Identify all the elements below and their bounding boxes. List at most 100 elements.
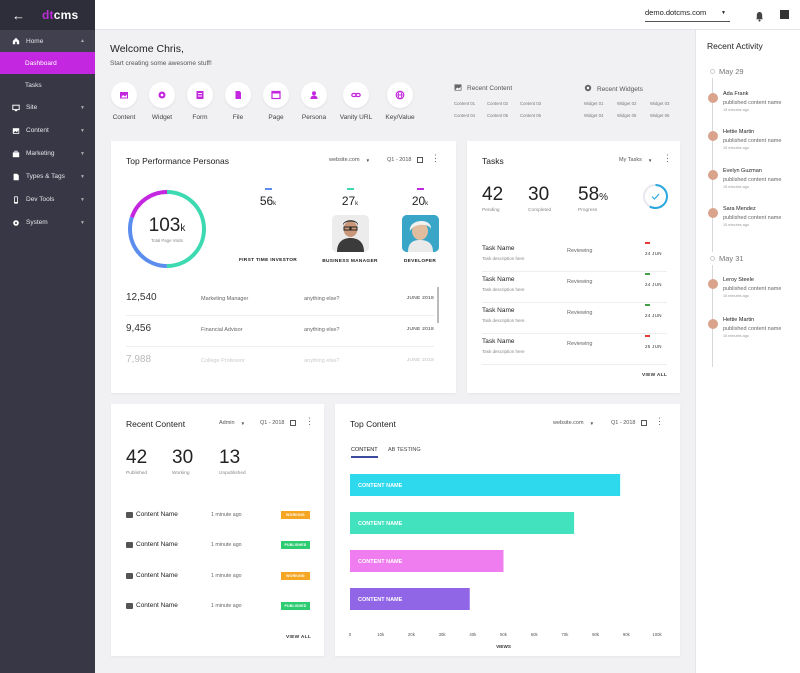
recent-widgets-mini-header[interactable]: Recent Widgets — [584, 84, 643, 94]
task-desc: Task description here — [482, 349, 525, 354]
recent-widgets-mini-item[interactable]: Widget 01 — [584, 101, 604, 106]
period-filter[interactable]: Q1 - 2018 — [611, 420, 648, 426]
recent-content-mini-item[interactable]: Content 05 — [487, 113, 509, 118]
developer-photo — [401, 215, 439, 252]
period-filter[interactable]: Q1 - 2018 — [387, 157, 424, 163]
globe-icon — [395, 90, 405, 100]
tasks-view-all-link[interactable]: VIEW ALL — [642, 373, 668, 378]
task-row[interactable]: Task Name Task description here Reviewin… — [482, 303, 667, 334]
recent-widgets-mini-item[interactable]: Widget 06 — [650, 113, 670, 118]
content-row[interactable]: Content Name 1 minute ago PUBLISHED — [126, 600, 311, 614]
recent-content-mini-item[interactable]: Content 04 — [454, 113, 476, 118]
quick-action-file[interactable]: File — [218, 82, 258, 121]
activity-item[interactable]: Hettie Martin published content name 15 … — [708, 317, 798, 341]
user-avatar[interactable] — [780, 10, 789, 19]
tab-content[interactable]: CONTENT — [351, 447, 378, 458]
x-tick-label: 90k — [623, 632, 631, 637]
recent-content-mini-header[interactable]: Recent Content — [454, 84, 512, 93]
activity-item[interactable]: Hettie Martin published content name 15 … — [708, 129, 798, 153]
activity-action: published content name — [723, 177, 782, 183]
more-icon[interactable]: ⋮ — [431, 153, 440, 163]
dotcms-logo[interactable]: dtcms — [42, 8, 79, 22]
sidebar-item-system[interactable]: System ▼ — [0, 211, 95, 234]
bar[interactable] — [350, 588, 470, 610]
x-tick-label: 80k — [592, 632, 600, 637]
bar[interactable] — [350, 550, 504, 572]
recent-content-mini-item[interactable]: Content 06 — [520, 113, 542, 118]
more-icon[interactable]: ⋮ — [655, 416, 664, 426]
sidebar-item-marketing[interactable]: Marketing ▼ — [0, 142, 95, 165]
table-row[interactable]: 7,988 College Professor anything else? J… — [126, 348, 434, 370]
sidebar-item-types-tags[interactable]: Types & Tags ▼ — [0, 165, 95, 188]
stat-pending: 42 Pending — [482, 184, 503, 213]
sidebar-item-site[interactable]: Site ▼ — [0, 96, 95, 119]
site-filter[interactable]: website.com ▼ — [553, 420, 594, 426]
quick-action-widget[interactable]: Widget — [142, 82, 182, 121]
user-filter[interactable]: Admin ▼ — [219, 420, 245, 426]
content-row[interactable]: Content Name 1 minute ago WORKING — [126, 570, 311, 584]
bar[interactable] — [350, 512, 575, 534]
recent-content-mini-item[interactable]: Content 03 — [520, 101, 542, 106]
recent-content-mini-item[interactable]: Content 01 — [454, 101, 476, 106]
task-row[interactable]: Task Name Task description here Reviewin… — [482, 241, 667, 272]
recent-widgets-mini-item[interactable]: Widget 03 — [650, 101, 670, 106]
arrow-left-icon[interactable]: ← — [12, 7, 25, 23]
site-filter[interactable]: website.com ▼ — [329, 157, 370, 163]
activity-item[interactable]: Sara Mendez published content name 15 mi… — [708, 206, 798, 230]
x-tick-label: 20k — [408, 632, 416, 637]
period-filter[interactable]: Q1 - 2018 — [260, 420, 297, 426]
quick-action-page[interactable]: Page — [256, 82, 296, 121]
more-icon[interactable]: ⋮ — [305, 416, 314, 426]
quick-action-circle — [301, 82, 327, 108]
stat-label: Working — [172, 471, 190, 476]
tasks-filter[interactable]: My Tasks ▼ — [619, 157, 652, 163]
chevron-up-icon: ▲ — [80, 38, 85, 44]
task-name: Task Name — [482, 245, 515, 252]
sidebar-item-tasks[interactable]: Tasks — [25, 81, 42, 89]
persona-business-manager[interactable]: 27k BUSINESS MANAGER — [315, 188, 385, 264]
recent-widgets-mini-item[interactable]: Widget 02 — [617, 101, 637, 106]
task-status: Reviewing — [567, 310, 593, 316]
task-row[interactable]: Task Name Task description here Reviewin… — [482, 272, 667, 303]
recent-widgets-mini-item[interactable]: Widget 04 — [584, 113, 604, 118]
persona-first-time-investor[interactable]: 56k FIRST TIME INVESTOR — [233, 188, 303, 263]
sidebar-item-home[interactable]: Home ▲ — [0, 30, 95, 52]
task-row[interactable]: Task Name Task description here Reviewin… — [482, 334, 667, 365]
tab-ab-testing[interactable]: AB TESTING — [388, 447, 421, 453]
content-time: 1 minute ago — [211, 603, 242, 609]
quick-action-key-value[interactable]: Key/Value — [380, 82, 420, 121]
more-icon[interactable]: ⋮ — [663, 153, 672, 163]
scrollbar[interactable] — [437, 287, 439, 323]
quick-action-label: Content — [112, 114, 136, 121]
status-badge: PUBLISHED — [281, 541, 310, 549]
activity-item[interactable]: Ada Frank published content name 15 minu… — [708, 91, 798, 115]
quick-action-form[interactable]: Form — [180, 82, 220, 121]
site-selector[interactable]: demo.dotcms.com ▼ — [645, 8, 730, 22]
sidebar-item-content[interactable]: Content ▼ — [0, 119, 95, 142]
sidebar-item-dev-tools[interactable]: Dev Tools ▼ — [0, 188, 95, 211]
recent-content-view-all-link[interactable]: VIEW ALL — [286, 635, 312, 640]
table-row[interactable]: 12,540 Marketing Manager anything else? … — [126, 286, 434, 316]
quick-action-label: Page — [268, 114, 284, 121]
table-row[interactable]: 9,456 Financial Advisor anything else? J… — [126, 317, 434, 347]
persona-color-bar — [264, 188, 272, 190]
task-date: 24 JUN — [645, 282, 662, 287]
bar[interactable] — [350, 474, 621, 496]
activity-item[interactable]: Leroy Steele published content name 15 m… — [708, 277, 798, 301]
bell-icon[interactable] — [755, 9, 764, 27]
sidebar-item-dashboard[interactable]: Dashboard — [0, 52, 95, 74]
persona-developer[interactable]: 20k DEVELOPER — [385, 188, 455, 264]
timeline-day-label: May 31 — [719, 254, 744, 263]
row-count: 7,988 — [126, 354, 152, 365]
content-row[interactable]: Content Name 1 minute ago PUBLISHED — [126, 539, 311, 553]
content-time: 1 minute ago — [211, 573, 242, 579]
recent-widgets-mini-item[interactable]: Widget 05 — [617, 113, 637, 118]
quick-action-content[interactable]: Content — [104, 82, 144, 121]
top-content-bar-chart: CONTENT NAME CONTENT NAME CONTENT NAME CONT… — [349, 474, 663, 649]
content-row[interactable]: Content Name 1 minute ago WORKING — [126, 509, 311, 523]
quick-action-persona[interactable]: Persona — [294, 82, 334, 121]
activity-item[interactable]: Evelyn Guzman published content name 15 … — [708, 168, 798, 192]
recent-content-mini-item[interactable]: Content 02 — [487, 101, 509, 106]
user-filter-value: Admin — [219, 420, 235, 426]
quick-action-vanity-url[interactable]: Vanity URL — [336, 82, 376, 121]
